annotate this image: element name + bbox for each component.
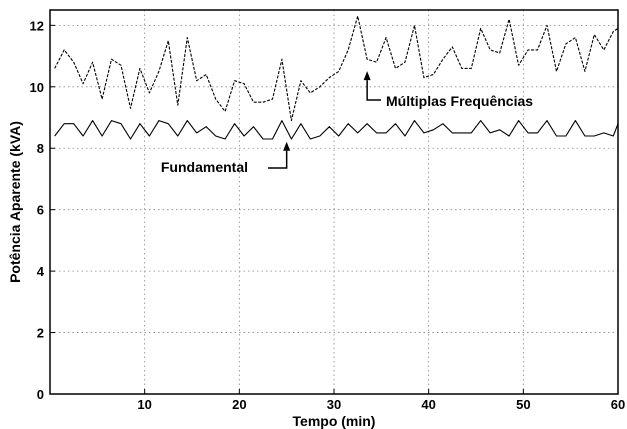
x-tick-label: 20 [232, 397, 246, 412]
annotation-arrow [268, 150, 288, 169]
x-tick-label: 60 [611, 397, 625, 412]
y-axis-label: Potência Aparente (kVA) [7, 121, 23, 283]
y-tick-label: 6 [37, 203, 44, 218]
series-layer [54, 15, 619, 140]
y-tick-label: 0 [37, 387, 44, 402]
arrow-head [283, 141, 291, 151]
x-tick-label: 10 [137, 397, 151, 412]
grid [50, 10, 618, 394]
ticks: 10 20 30 40 50 60 0 2 4 6 8 10 12 [30, 18, 626, 412]
y-tick-label: 2 [37, 326, 44, 341]
y-tick-label: 8 [37, 141, 44, 156]
annotation-multiplas-frequencias: Múltiplas Frequências [363, 71, 533, 109]
x-axis-label: Tempo (min) [293, 413, 376, 429]
x-tick-label: 30 [327, 397, 341, 412]
x-tick-label: 40 [421, 397, 435, 412]
series-line-1 [54, 15, 619, 122]
y-tick-label: 10 [30, 80, 44, 95]
arrow-head [363, 71, 371, 81]
y-tick-label: 4 [37, 264, 45, 279]
annotation-fundamental: Fundamental [161, 141, 291, 175]
plot-frame [49, 9, 619, 395]
annotation-label: Fundamental [161, 159, 248, 175]
x-tick-label: 50 [516, 397, 530, 412]
y-tick-label: 12 [30, 18, 44, 33]
annotation-arrow [366, 80, 381, 101]
annotation-label: Múltiplas Frequências [386, 93, 533, 109]
series-line-2 [54, 120, 619, 140]
